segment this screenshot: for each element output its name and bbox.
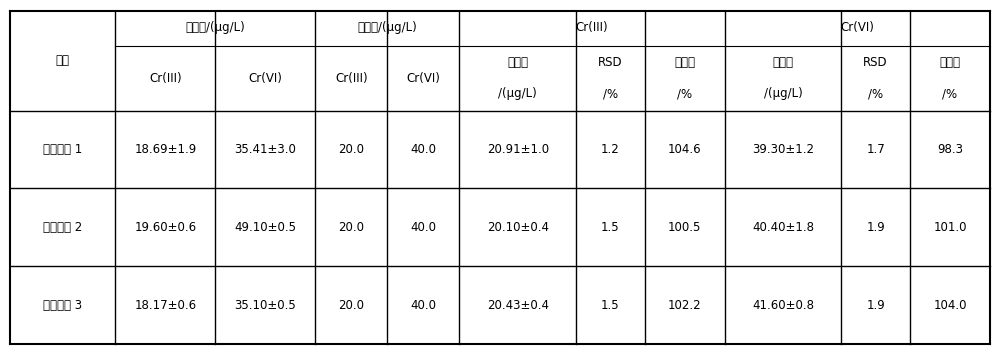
Text: 20.0: 20.0	[338, 221, 364, 234]
Text: 回收率: 回收率	[940, 56, 961, 69]
Text: 1.7: 1.7	[866, 143, 885, 156]
Text: Cr(III): Cr(III)	[149, 72, 182, 85]
Text: 40.0: 40.0	[410, 299, 436, 312]
Text: 102.2: 102.2	[668, 299, 702, 312]
Text: 1.9: 1.9	[866, 299, 885, 312]
Text: 电镀废水 3: 电镀废水 3	[43, 299, 82, 312]
Text: 101.0: 101.0	[933, 221, 967, 234]
Text: 18.69±1.9: 18.69±1.9	[134, 143, 197, 156]
Text: 回收值: 回收值	[773, 56, 794, 69]
Text: RSD: RSD	[863, 56, 888, 69]
Text: 1.5: 1.5	[601, 299, 620, 312]
Text: Cr(III): Cr(III)	[576, 21, 608, 34]
Text: Cr(VI): Cr(VI)	[248, 72, 282, 85]
Text: 18.17±0.6: 18.17±0.6	[134, 299, 196, 312]
Text: 35.10±0.5: 35.10±0.5	[234, 299, 296, 312]
Text: 20.10±0.4: 20.10±0.4	[487, 221, 549, 234]
Text: 40.0: 40.0	[410, 221, 436, 234]
Text: 加入值/(μg/L): 加入值/(μg/L)	[357, 21, 417, 34]
Text: 1.9: 1.9	[866, 221, 885, 234]
Text: Cr(VI): Cr(VI)	[840, 21, 874, 34]
Text: 39.30±1.2: 39.30±1.2	[752, 143, 814, 156]
Text: 40.0: 40.0	[410, 143, 436, 156]
Text: 测定值/(μg/L): 测定值/(μg/L)	[185, 21, 245, 34]
Text: 35.41±3.0: 35.41±3.0	[234, 143, 296, 156]
Text: 100.5: 100.5	[668, 221, 701, 234]
Text: 41.60±0.8: 41.60±0.8	[752, 299, 814, 312]
Text: RSD: RSD	[598, 56, 623, 69]
Text: 回收率: 回收率	[674, 56, 695, 69]
Text: 1.2: 1.2	[601, 143, 620, 156]
Text: Cr(VI): Cr(VI)	[406, 72, 440, 85]
Text: /%: /%	[868, 87, 883, 100]
Text: /%: /%	[942, 87, 958, 100]
Text: 49.10±0.5: 49.10±0.5	[234, 221, 296, 234]
Text: 样品: 样品	[56, 54, 70, 67]
Text: 20.0: 20.0	[338, 143, 364, 156]
Text: 1.5: 1.5	[601, 221, 620, 234]
Text: 20.91±1.0: 20.91±1.0	[487, 143, 549, 156]
Text: /(μg/L): /(μg/L)	[498, 87, 537, 100]
Text: 19.60±0.6: 19.60±0.6	[134, 221, 196, 234]
Text: 电镀废水 2: 电镀废水 2	[43, 221, 82, 234]
Text: 104.0: 104.0	[933, 299, 967, 312]
Text: 回收值: 回收值	[507, 56, 528, 69]
Text: /%: /%	[603, 87, 618, 100]
Text: 98.3: 98.3	[937, 143, 963, 156]
Text: 电镀废水 1: 电镀废水 1	[43, 143, 82, 156]
Text: 20.0: 20.0	[338, 299, 364, 312]
Text: 20.43±0.4: 20.43±0.4	[487, 299, 549, 312]
Text: 104.6: 104.6	[668, 143, 702, 156]
Text: /%: /%	[677, 87, 692, 100]
Text: 40.40±1.8: 40.40±1.8	[752, 221, 814, 234]
Text: Cr(III): Cr(III)	[335, 72, 368, 85]
Text: /(μg/L): /(μg/L)	[764, 87, 802, 100]
